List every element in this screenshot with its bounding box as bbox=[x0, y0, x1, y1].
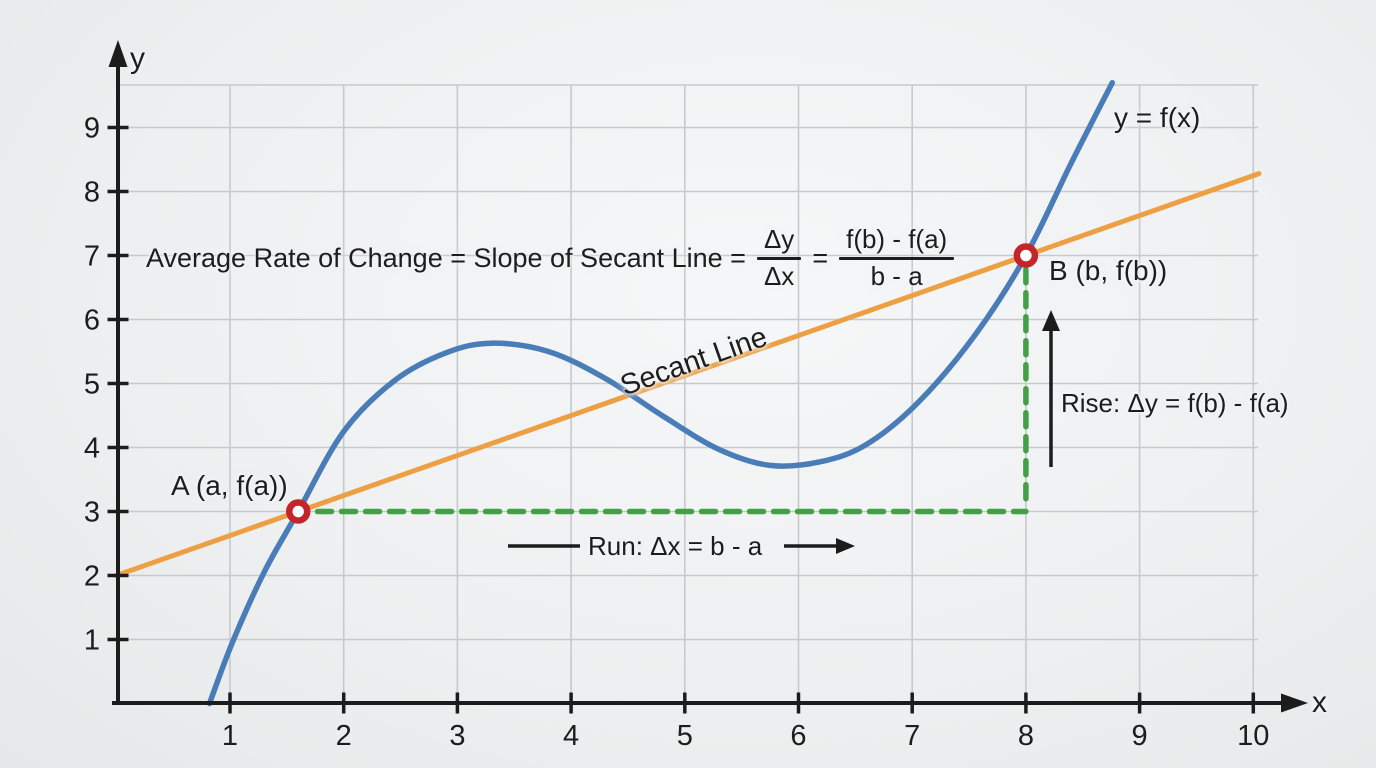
average-rate-of-change-formula: Average Rate of Change = Slope of Secant… bbox=[146, 211, 955, 305]
y-axis-tick-label: 4 bbox=[84, 433, 100, 465]
y-axis-tick-label: 2 bbox=[84, 561, 100, 593]
formula-b-minus-a: b - a bbox=[870, 260, 923, 291]
x-axis-tick-label: 2 bbox=[336, 720, 352, 752]
x-axis-tick-label: 1 bbox=[222, 720, 238, 752]
x-axis-arrowhead bbox=[1281, 693, 1308, 713]
formula-delta-x: Δx bbox=[763, 260, 795, 291]
difference-quotient-fraction: f(b) - f(a) b - a bbox=[839, 224, 955, 291]
formula-equals-sign: = bbox=[812, 242, 829, 273]
x-axis-tick-label: 9 bbox=[1132, 720, 1148, 752]
fraction-bar bbox=[756, 256, 802, 260]
rise-annotation-label: Rise: Δy = f(b) - f(a) bbox=[1061, 388, 1289, 418]
formula-delta-y: Δy bbox=[763, 224, 795, 255]
y-axis-tick-label: 3 bbox=[84, 497, 100, 529]
fraction-bar bbox=[839, 256, 955, 260]
point-b-label: B (b, f(b)) bbox=[1049, 255, 1168, 286]
y-axis-letter-label: y bbox=[130, 42, 145, 75]
y-axis-arrowhead bbox=[108, 40, 128, 67]
x-axis-tick-label: 3 bbox=[449, 720, 465, 752]
x-axis-tick-label: 8 bbox=[1018, 720, 1034, 752]
y-axis-tick-label: 9 bbox=[84, 113, 100, 145]
x-axis-tick-label: 7 bbox=[904, 720, 920, 752]
x-axis-tick-label: 5 bbox=[677, 720, 693, 752]
point-a-label: A (a, f(a)) bbox=[171, 470, 288, 501]
formula-fb-minus-fa: f(b) - f(a) bbox=[846, 224, 948, 255]
x-axis-tick-label: 10 bbox=[1237, 720, 1269, 752]
run-arrow-head bbox=[836, 538, 855, 554]
x-axis-tick-label: 6 bbox=[790, 720, 806, 752]
y-axis-tick-label: 8 bbox=[84, 177, 100, 209]
y-axis-tick-label: 6 bbox=[84, 305, 100, 337]
y-axis-tick-label: 7 bbox=[84, 241, 100, 273]
point-marker-b bbox=[1013, 243, 1039, 268]
y-axis-tick-label: 5 bbox=[84, 369, 100, 401]
delta-fraction: Δy Δx bbox=[756, 224, 802, 291]
run-annotation-label: Run: Δx = b - a bbox=[588, 531, 763, 561]
x-axis-tick-label: 4 bbox=[563, 720, 579, 752]
y-axis-tick-label: 1 bbox=[84, 625, 100, 657]
rise-arrow-head bbox=[1042, 310, 1060, 331]
point-marker-a bbox=[285, 499, 311, 524]
function-curve bbox=[206, 79, 1116, 707]
x-axis-letter-label: x bbox=[1312, 686, 1327, 719]
curve-function-label: y = f(x) bbox=[1114, 102, 1201, 133]
formula-lead-text: Average Rate of Change = Slope of Secant… bbox=[146, 242, 746, 273]
